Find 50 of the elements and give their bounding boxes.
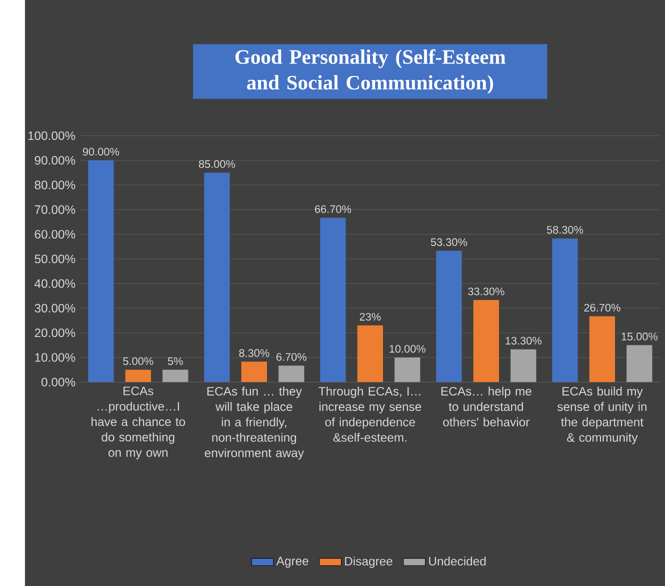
bar [394, 357, 420, 382]
data-label: 66.70% [315, 205, 352, 213]
bar [357, 325, 383, 382]
bar [473, 300, 500, 382]
y-tick-label: 20.00% [34, 328, 76, 338]
y-tick-label: 70.00% [34, 205, 76, 214]
x-tick-label: Through ECAs, I… increase my sense of independence &self-esteem. [318, 386, 422, 442]
x-tick-label: ECAs …productive…I have a chance to do something on my own [92, 386, 186, 460]
bar [241, 362, 267, 382]
data-label: 13.30% [506, 336, 542, 345]
data-label: 90.00% [82, 148, 120, 156]
bar [626, 345, 652, 382]
bar [589, 316, 616, 382]
bar [125, 370, 151, 382]
legend-label: Disagree [345, 556, 392, 568]
bar [88, 160, 114, 382]
x-tick-label: ECAs… help me to understand others' behavior [441, 386, 532, 426]
y-tick-label: 30.00% [34, 304, 76, 312]
legend-label: Undecided [429, 556, 486, 566]
bar [552, 238, 578, 382]
bar [162, 370, 188, 382]
data-label: 85.00% [198, 160, 236, 168]
data-label: 26.70% [584, 304, 620, 312]
y-tick-label: 80.00% [34, 180, 76, 190]
data-label: 15.00% [622, 332, 658, 340]
y-tick-label: 0.00% [42, 378, 76, 386]
y-tick-label: 50.00% [34, 254, 76, 264]
y-tick-label: 60.00% [34, 230, 76, 239]
data-label: 5% [168, 357, 183, 365]
y-tick-label: 90.00% [34, 156, 76, 165]
data-label: 8.30% [239, 349, 270, 357]
data-label: 33.30% [468, 288, 504, 296]
data-label: 10.00% [390, 344, 426, 353]
data-label: 58.30% [546, 226, 584, 234]
data-label: 5.00% [123, 357, 154, 365]
legend-label: Agree [276, 556, 308, 568]
data-label: 6.70% [276, 353, 306, 361]
data-label: 23% [360, 312, 381, 321]
y-tick-label: 10.00% [35, 353, 76, 362]
y-tick-label: 100.00% [28, 131, 76, 140]
x-tick-label: ECAs fun … they will take place in a friendly, non-threatening environment away [204, 386, 304, 460]
y-tick-label: 40.00% [34, 279, 76, 288]
data-label: 53.30% [430, 238, 468, 246]
bar [320, 218, 346, 382]
bar [278, 366, 304, 382]
chart-title: Good Personality (Self-Esteem and Social Communication) [235, 49, 506, 94]
x-tick-label: ECAs build my sense of unity in the department & community [557, 386, 646, 444]
bar [510, 349, 536, 382]
bar [204, 172, 230, 382]
bar [436, 250, 462, 382]
